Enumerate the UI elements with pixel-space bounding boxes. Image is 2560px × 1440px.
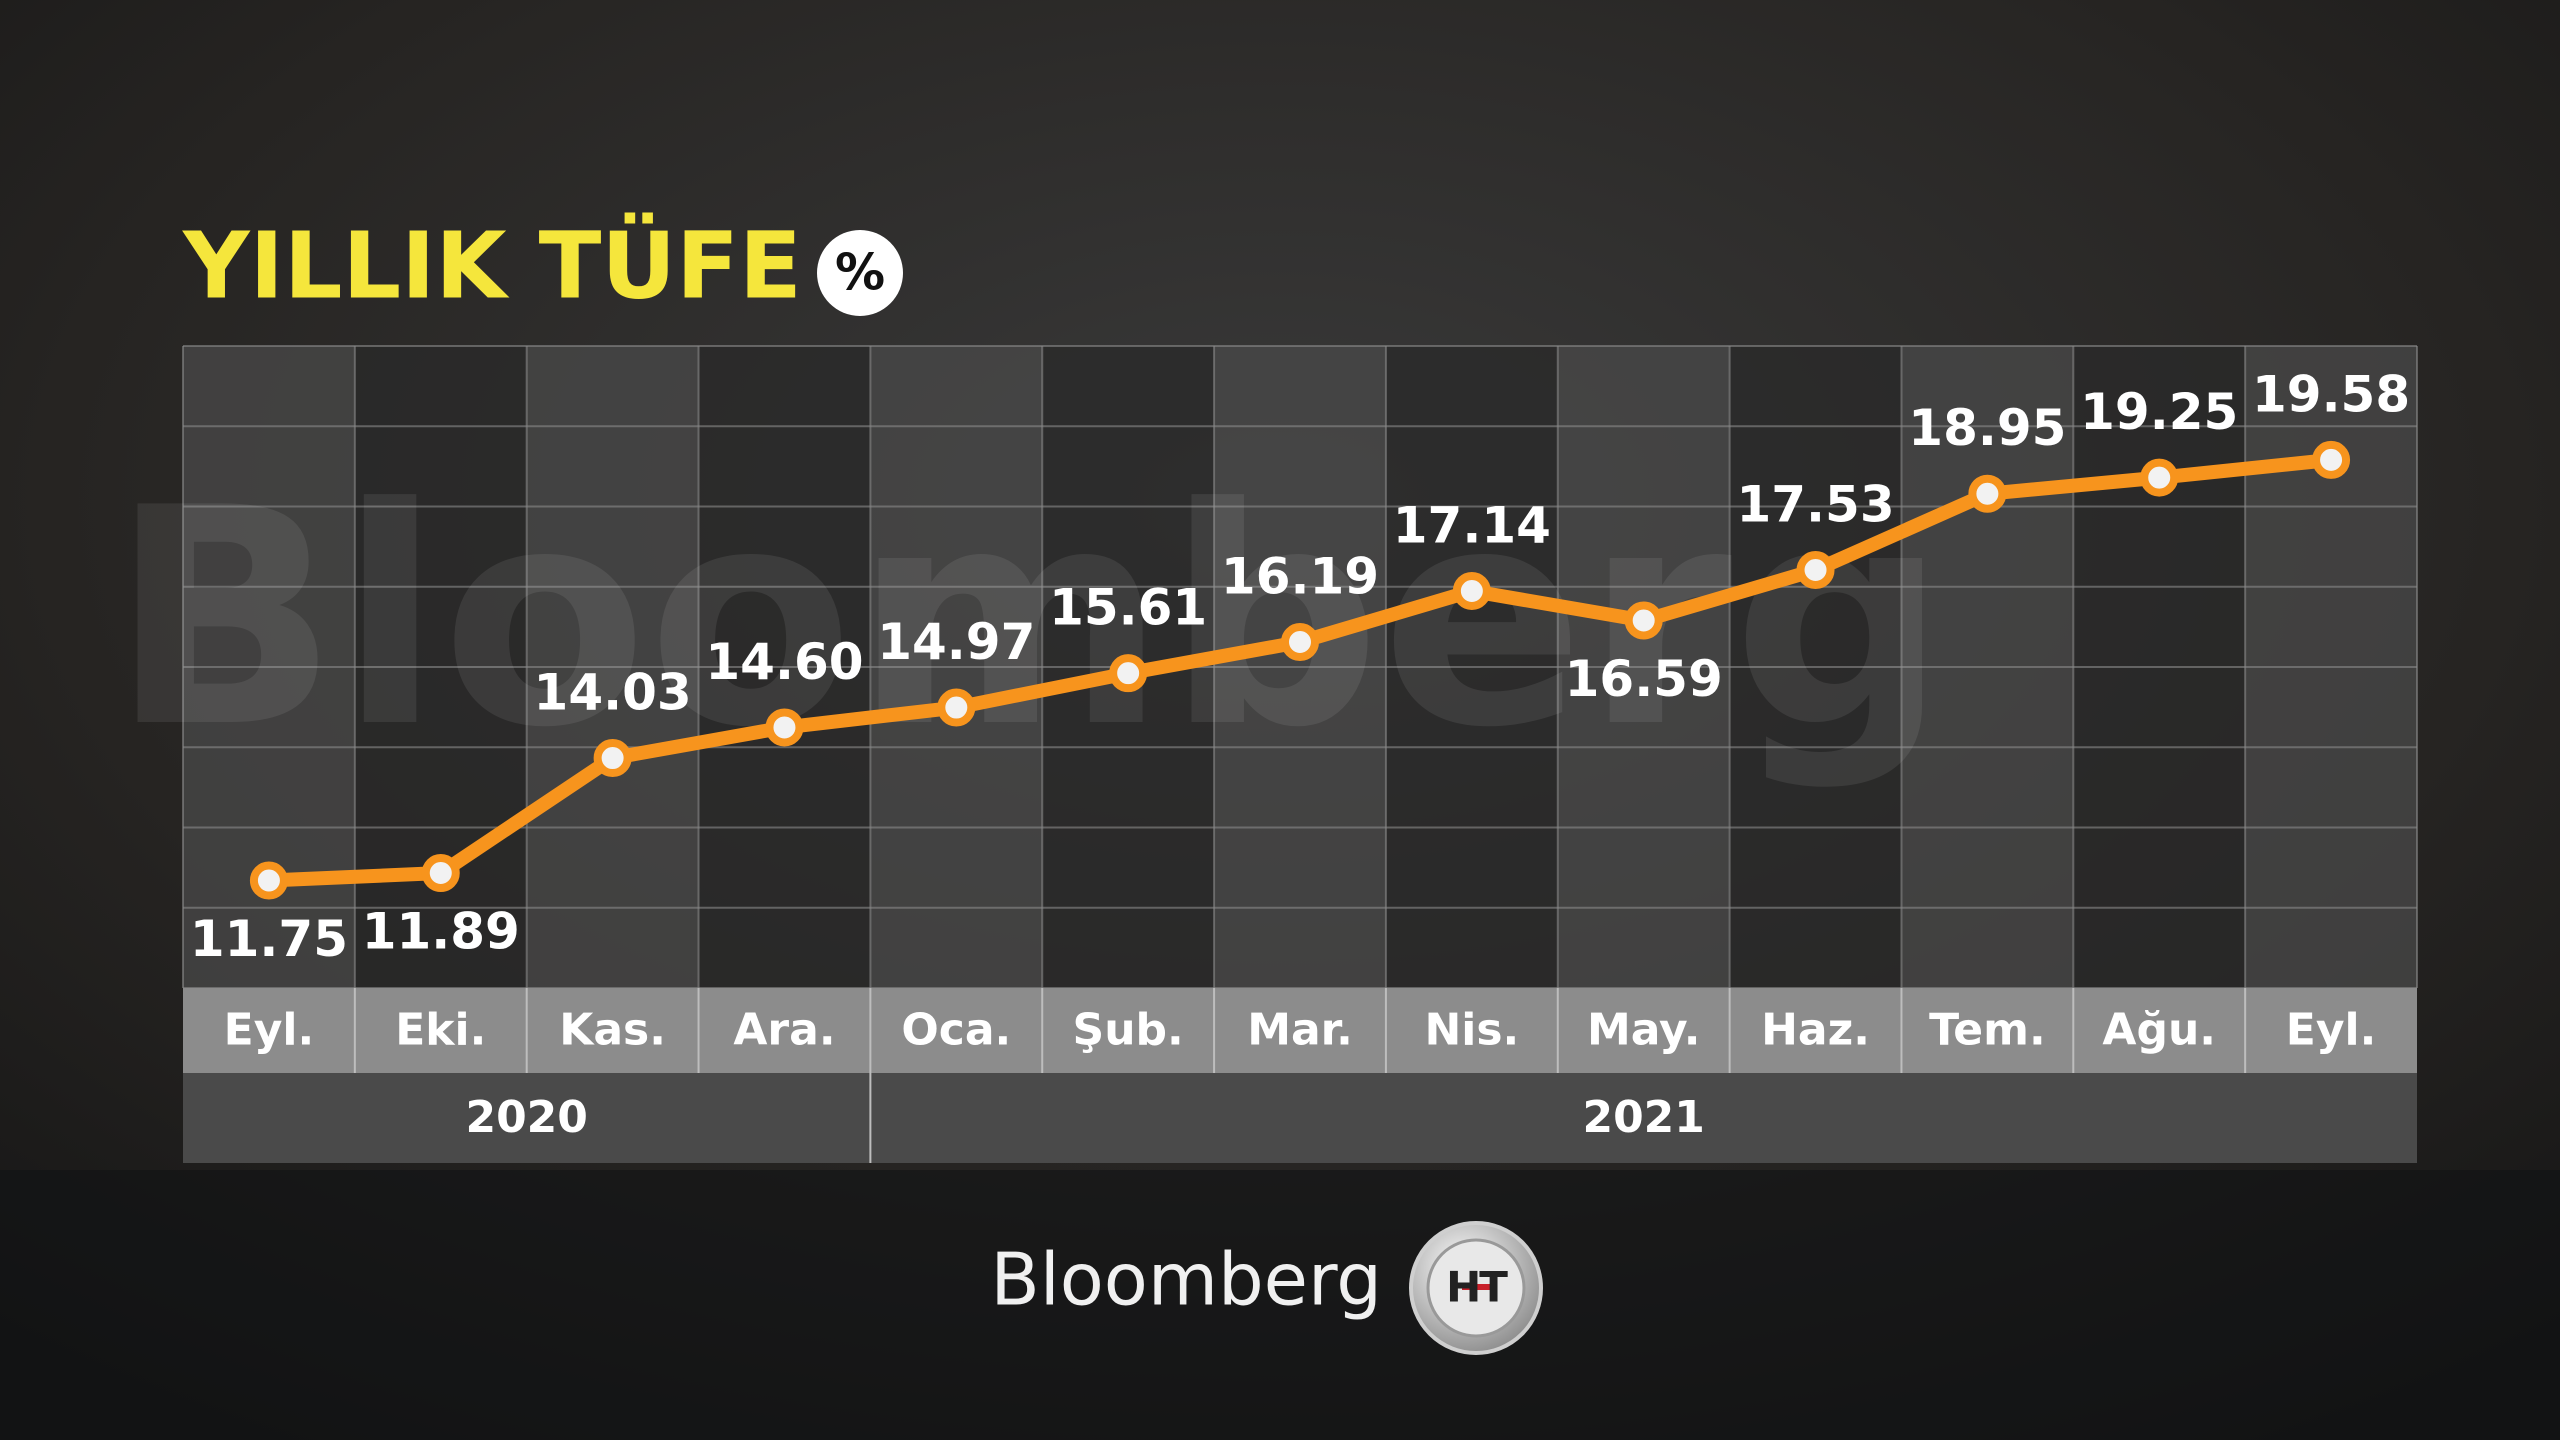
group-label: 2021 — [1582, 1092, 1704, 1143]
group-label: 2020 — [465, 1092, 587, 1143]
data-label: 14.97 — [877, 613, 1035, 671]
data-label: 14.03 — [534, 664, 692, 722]
x-tick-label: Tem. — [1929, 1005, 2046, 1056]
badge — [817, 230, 903, 316]
marker — [249, 861, 288, 900]
marker — [1281, 623, 1319, 662]
marker — [765, 708, 804, 747]
data-label: 16.59 — [1565, 650, 1723, 708]
floor — [0, 1170, 2560, 1440]
marker — [2312, 440, 2351, 479]
logo-bar — [1462, 1284, 1490, 1290]
x-tick-label: Haz. — [1761, 1005, 1870, 1056]
chart-title: YILLIK TÜFE — [182, 210, 802, 319]
data-label: 19.25 — [2080, 383, 2238, 441]
marker — [1109, 654, 1148, 693]
data-label: 17.14 — [1393, 496, 1551, 554]
marker — [2140, 458, 2179, 497]
x-tick-label: Mar. — [1247, 1005, 1353, 1056]
x-tick-label: Eyl. — [2286, 1005, 2377, 1056]
x-tick-label: Eyl. — [224, 1005, 315, 1056]
month-row — [183, 988, 2417, 1073]
x-tick-label: Ara. — [733, 1005, 835, 1056]
logo-text: HT — [1446, 1263, 1508, 1312]
marker — [937, 688, 976, 727]
x-tick-label: Şub. — [1073, 1005, 1184, 1056]
data-label: 17.53 — [1736, 476, 1894, 534]
x-tick-label: Nis. — [1424, 1005, 1519, 1056]
plot-area: Eyl. Eki. Kas. Ara. Oca. Şub. Mar. Nis. May. Haz.… — [182, 345, 2418, 1163]
unit-badge: % — [835, 244, 885, 302]
year-row — [183, 1073, 2417, 1163]
x-tick-label: Ağu. — [2102, 1005, 2216, 1056]
marker — [593, 739, 632, 778]
data-label: 15.61 — [1049, 579, 1207, 637]
x-tick-label: Eki. — [395, 1005, 486, 1056]
brand: Bloomberg — [990, 1238, 1382, 1322]
data-label: 11.75 — [190, 910, 348, 968]
marker — [1624, 601, 1663, 640]
x-tick-label: May. — [1587, 1005, 1700, 1056]
data-label: 16.19 — [1221, 548, 1379, 606]
marker — [1796, 551, 1835, 590]
x-tick-label: Kas. — [559, 1005, 666, 1056]
x-tick-label: Oca. — [901, 1005, 1011, 1056]
data-label: 11.89 — [362, 903, 520, 961]
marker — [1968, 474, 2007, 513]
data-label: 14.60 — [705, 633, 863, 691]
marker — [421, 854, 460, 893]
marker — [1452, 571, 1491, 610]
data-label: 18.95 — [1908, 399, 2066, 457]
data-label: 19.58 — [2252, 365, 2410, 423]
